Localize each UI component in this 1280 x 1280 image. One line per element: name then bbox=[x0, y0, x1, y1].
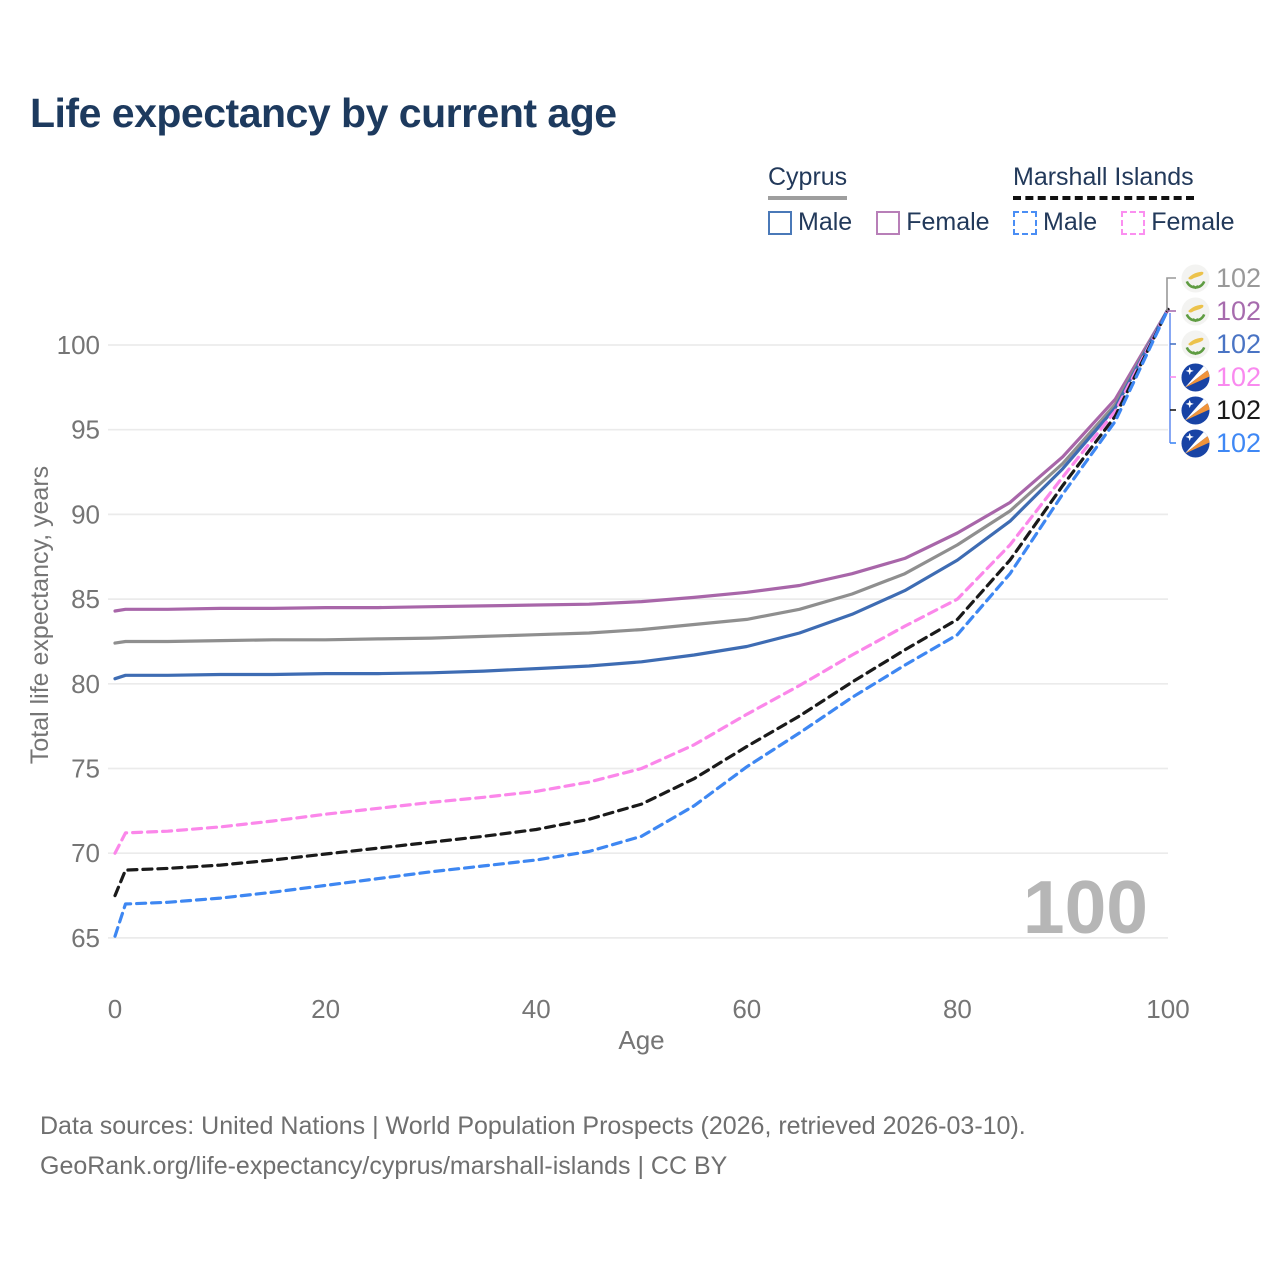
legend-item-label: Male bbox=[798, 208, 853, 236]
marshall-islands-flag-icon bbox=[1181, 429, 1210, 458]
footer: Data sources: United Nations | World Pop… bbox=[40, 1106, 1026, 1186]
end-label-row: 102 bbox=[1181, 361, 1261, 394]
series-line-marshall-islands-male bbox=[113, 307, 1170, 938]
end-label-row: 102 bbox=[1181, 262, 1261, 295]
y-tick-label: 70 bbox=[71, 838, 100, 868]
end-label-value: 102 bbox=[1216, 362, 1262, 392]
cyprus-flag-icon bbox=[1181, 330, 1210, 359]
page-title: Life expectancy by current age bbox=[30, 90, 617, 136]
y-tick-label: 80 bbox=[71, 669, 100, 699]
legend-item-marshall-female[interactable]: Female bbox=[1121, 208, 1235, 237]
solid-female-swatch-icon bbox=[876, 210, 901, 235]
legend-group-cyprus: Cyprus Male Female bbox=[768, 163, 990, 237]
series-line-cyprus-male bbox=[113, 307, 1170, 681]
solid-male-swatch-icon bbox=[768, 210, 792, 235]
dashed-female-swatch-icon bbox=[1121, 210, 1146, 235]
legend-item-label: Female bbox=[1151, 208, 1235, 236]
marshall-islands-flag-icon bbox=[1181, 396, 1210, 425]
series-line-marshall-islands-female bbox=[113, 307, 1170, 855]
x-tick-label: 40 bbox=[522, 994, 551, 1024]
legend-item-label: Male bbox=[1043, 208, 1098, 236]
end-label-value: 102 bbox=[1216, 296, 1262, 326]
dashed-male-swatch-icon bbox=[1013, 210, 1037, 235]
footer-data-sources: Data sources: United Nations | World Pop… bbox=[40, 1112, 1026, 1140]
cyprus-flag-icon bbox=[1181, 297, 1210, 326]
end-label-row: 102 bbox=[1181, 295, 1261, 328]
end-label-value: 102 bbox=[1216, 329, 1262, 359]
leader-line bbox=[1166, 277, 1176, 311]
legend-group-title-cyprus[interactable]: Cyprus bbox=[768, 163, 848, 200]
end-label-row: 102 bbox=[1181, 394, 1261, 427]
x-axis-title: Age bbox=[618, 1025, 664, 1055]
y-tick-label: 75 bbox=[71, 754, 100, 784]
legend-group-title-marshall-islands[interactable]: Marshall Islands bbox=[1013, 163, 1194, 200]
y-tick-label: 85 bbox=[71, 584, 100, 614]
footer-url[interactable]: GeoRank.org/life-expectancy/cyprus/marsh… bbox=[40, 1152, 728, 1180]
x-tick-label: 20 bbox=[311, 994, 340, 1024]
series-line-cyprus-total bbox=[113, 307, 1170, 645]
x-tick-label: 100 bbox=[1146, 994, 1189, 1024]
x-tick-label: 80 bbox=[943, 994, 972, 1024]
x-tick-label: 60 bbox=[732, 994, 761, 1024]
y-tick-label: 95 bbox=[71, 415, 100, 445]
y-tick-label: 65 bbox=[71, 923, 100, 953]
series-line-cyprus-female bbox=[113, 307, 1170, 613]
x-tick-label: 0 bbox=[108, 994, 122, 1024]
legend-group-marshall-islands: Marshall Islands Male Female bbox=[1013, 163, 1235, 237]
legend-item-cyprus-male[interactable]: Male bbox=[768, 208, 852, 237]
end-label-row: 102 bbox=[1181, 328, 1261, 361]
cyprus-flag-icon bbox=[1181, 264, 1210, 293]
legend-item-marshall-male[interactable]: Male bbox=[1013, 208, 1097, 237]
y-axis-title: Total life expectancy, years bbox=[26, 466, 54, 764]
legend-item-cyprus-female[interactable]: Female bbox=[876, 208, 990, 237]
legend-item-label: Female bbox=[906, 208, 990, 236]
y-tick-label: 90 bbox=[71, 499, 100, 529]
series-line-marshall-islands-total bbox=[113, 307, 1170, 898]
end-label-value: 102 bbox=[1216, 263, 1262, 293]
end-label-row: 102 bbox=[1181, 427, 1261, 460]
end-label-value: 102 bbox=[1216, 395, 1262, 425]
end-label-value: 102 bbox=[1216, 428, 1262, 458]
marshall-islands-flag-icon bbox=[1181, 363, 1210, 392]
hover-age-watermark: 100 bbox=[1022, 865, 1148, 949]
y-tick-label: 100 bbox=[57, 330, 100, 360]
